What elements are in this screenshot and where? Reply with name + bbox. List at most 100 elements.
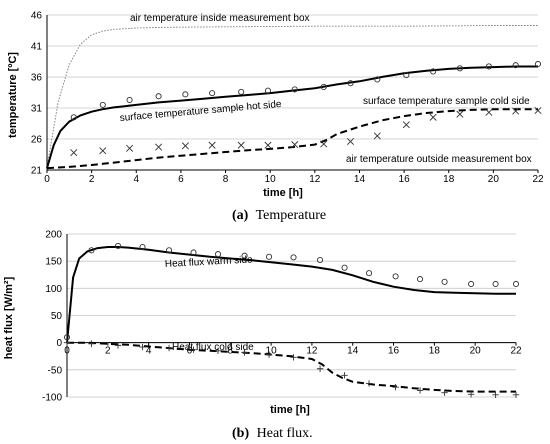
heat-flux-x-tick-label: 14 (347, 346, 359, 357)
temperature-series-4-point (181, 142, 189, 150)
temperature-series-0-line (46, 25, 538, 167)
temperature-series-4-point (126, 144, 134, 152)
temperature-y-tick-labels: 21 26 31 36 41 46 (31, 11, 43, 177)
temperature-series-3-point (430, 68, 437, 75)
heat-flux-series-3-point (441, 389, 448, 396)
heat-flux-series-3-point (365, 380, 373, 387)
heat-flux-series-2-point (114, 242, 122, 250)
temperature-series-3-point (347, 80, 354, 87)
temperature-y-tick-label: 26 (31, 135, 43, 146)
heat-flux-series-3-point (492, 391, 499, 399)
heat-flux-series-1-line (67, 341, 516, 393)
temperature-series-4-point (456, 110, 464, 118)
temperature-x-tick-label: 14 (354, 174, 366, 185)
temperature-y-tick-label: 21 (31, 166, 43, 177)
heat-flux-series-3-point (512, 391, 520, 399)
heat-flux-series-2-point (468, 280, 475, 288)
heat-flux-y-tick-label: 100 (45, 284, 62, 295)
heat-flux-y-axis-label: heat flux [W/m²] (3, 276, 15, 359)
heat-flux-series-3-point (241, 349, 248, 356)
temperature-caption-text: Temperature (256, 208, 327, 223)
temperature-caption-label: (a) (232, 208, 249, 223)
heat-flux-x-axis-label: time [h] (270, 404, 310, 416)
temperature-x-tick-label: 16 (399, 174, 411, 185)
heat-flux-series-2-point (317, 257, 324, 264)
heat-flux-series-2-point (492, 280, 499, 288)
temperature-y-axis-label: temperature [ºC] (7, 52, 19, 138)
heat-flux-y-tick-label: 200 (45, 230, 62, 241)
heat-flux-series-3-point (316, 365, 324, 372)
temperature-series-3-point (238, 88, 245, 95)
temperature-series-2-line (46, 108, 538, 170)
temperature-series-3-point (264, 87, 272, 94)
heat-flux-x-tick-label: 10 (266, 346, 278, 357)
heat-flux-series-2-point (290, 254, 297, 261)
heat-flux-y-tick-label: -100 (42, 393, 62, 404)
temperature-series-3-point (456, 65, 463, 72)
heat-flux-caption-label: (b) (232, 426, 249, 441)
annotation-air-outside: air temperature outside measurement box (346, 154, 532, 165)
heat-flux-axes (66, 234, 517, 397)
heat-flux-y-tick-label: -50 (48, 365, 63, 376)
heat-flux-series (63, 242, 520, 399)
temperature-series-4-point (534, 106, 542, 114)
temperature-series-4-point (237, 141, 245, 149)
heat-flux-series-2-point (265, 253, 273, 260)
temperature-series-4-point (70, 149, 78, 157)
heat-flux-series-3-point (88, 340, 95, 347)
temperature-axes (46, 15, 539, 173)
temperature-y-tick-label: 41 (31, 42, 43, 53)
heat-flux-caption-text: Heat flux. (257, 426, 313, 441)
temperature-series-4-point (291, 141, 299, 149)
heat-flux-x-tick-label: 8 (227, 346, 233, 357)
temperature-series-3-point (534, 60, 542, 68)
heat-flux-series-2-point (441, 278, 448, 285)
temperature-y-tick-label: 31 (31, 104, 43, 115)
heat-flux-series-2-point (139, 243, 146, 251)
temperature-series-1-line (46, 65, 538, 169)
temperature-x-tick-label: 10 (265, 174, 277, 185)
heat-flux-x-tick-label: 2 (105, 346, 111, 357)
annotation-cold-flux: Heat flux cold side (172, 342, 254, 353)
temperature-x-tick-label: 18 (443, 174, 455, 185)
annotation-air-inside: air temperature inside measurement box (130, 13, 310, 24)
temperature-x-tick-label: 20 (488, 174, 500, 185)
heat-flux-series-0-line (66, 246, 516, 343)
heat-flux-series-2-point (392, 273, 399, 280)
heat-flux-series-3-point (265, 351, 273, 358)
temperature-series-3-point (126, 96, 133, 103)
temperature-x-tick-label: 4 (133, 174, 139, 185)
temperature-x-tick-label: 6 (178, 174, 184, 185)
temperature-series-4-point (99, 147, 107, 155)
heat-flux-x-tick-label: 4 (146, 346, 152, 357)
heat-flux-series-2-point (165, 247, 173, 254)
heat-flux-x-tick-label: 6 (187, 346, 193, 357)
heat-flux-x-tick-labels: 0 2 4 6 8 10 12 14 16 18 20 22 (64, 346, 522, 357)
temperature-series-4-point (512, 107, 520, 115)
temperature-series-3-point (99, 101, 106, 108)
temperature-series-4-point (373, 132, 381, 140)
temperature-y-tick-label: 36 (31, 73, 43, 84)
temperature-series-4-point (485, 108, 493, 116)
temperature-y-tick-label: 46 (31, 11, 43, 22)
heat-flux-series-2-point (241, 252, 248, 259)
temperature-series-4-point (155, 143, 163, 151)
temperature-series-4-point (429, 113, 437, 121)
heat-flux-series-2-point (214, 251, 222, 258)
heat-flux-y-tick-labels: -100 -50 0 50 100 150 200 (42, 230, 62, 404)
heat-flux-series-3-point (290, 354, 297, 361)
temperature-series-4-point (264, 141, 272, 149)
heat-flux-x-tick-label: 22 (510, 346, 522, 357)
heat-flux-series-3-point (392, 384, 399, 391)
temperature-x-axis-label: time [h] (263, 187, 303, 199)
temperature-series-3-point (485, 63, 492, 70)
heat-flux-y-tick-label: 0 (56, 338, 62, 349)
heat-flux-series-3-point (416, 387, 424, 394)
heat-flux-series-2-point (88, 247, 95, 254)
heat-flux-x-tick-label: 12 (306, 346, 318, 357)
temperature-x-tick-label: 0 (44, 174, 50, 185)
temperature-series-3-point (320, 83, 327, 90)
temperature-x-tick-labels: 0 2 4 6 8 10 12 14 16 18 20 22 (44, 174, 544, 185)
temperature-series-4-point (402, 121, 410, 129)
